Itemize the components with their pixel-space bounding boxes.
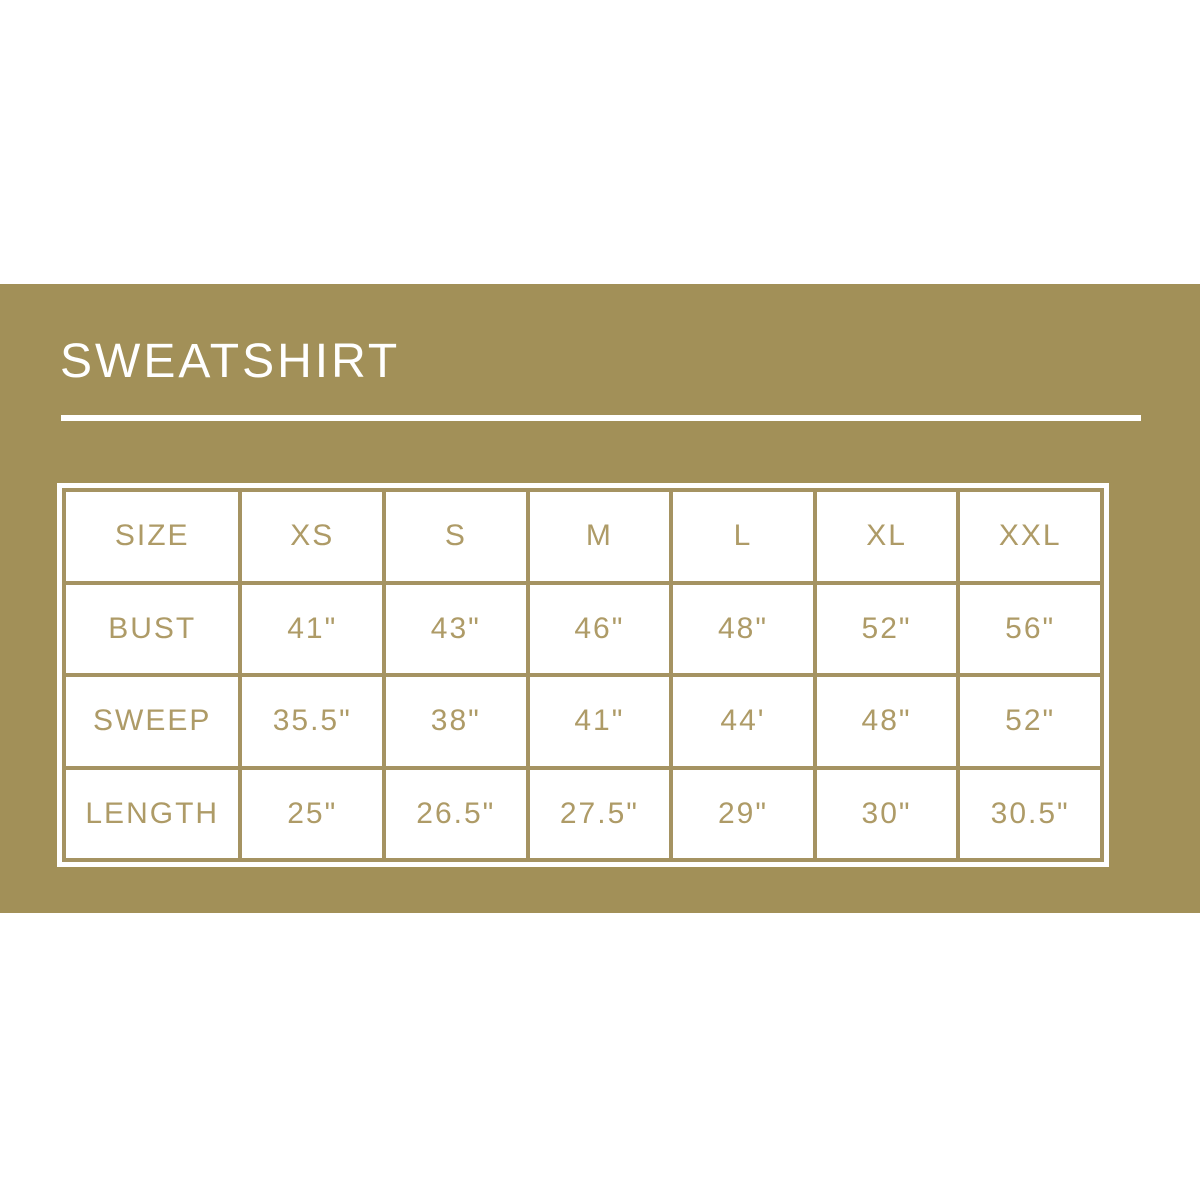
sweep-l: 44' [669,673,817,770]
size-chart-row-bust: BUST 41" 43" 46" 48" 52" 56" [61,580,1104,677]
size-chart-row-length: LENGTH 25" 26.5" 27.5" 29" 30" 30.5" [61,765,1104,862]
sweep-xl: 48" [812,673,961,770]
header-cell-xl: XL [812,488,961,585]
length-xxl: 30.5" [956,765,1104,862]
page-title: SWEATSHIRT [60,335,401,388]
row-label-length: LENGTH [61,765,243,862]
title-underline [61,415,1141,421]
row-label-bust: BUST [61,580,243,677]
bust-l: 48" [669,580,817,677]
header-cell-size: SIZE [61,488,243,585]
header-cell-s: S [382,488,530,585]
size-chart-header-row: SIZE XS S M L XL XXL [61,488,1104,585]
size-chart-row-sweep: SWEEP 35.5" 38" 41" 44' 48" 52" [61,673,1104,770]
length-xl: 30" [812,765,961,862]
sweep-m: 41" [525,673,674,770]
sweep-s: 38" [382,673,530,770]
size-chart: SIZE XS S M L XL XXL BUST 41" 43" 46" 48… [57,483,1109,867]
bust-m: 46" [525,580,674,677]
length-m: 27.5" [525,765,674,862]
header-cell-xs: XS [238,488,387,585]
row-label-sweep: SWEEP [61,673,243,770]
header-cell-xxl: XXL [956,488,1104,585]
bust-xxl: 56" [956,580,1104,677]
sweep-xs: 35.5" [238,673,387,770]
length-s: 26.5" [382,765,530,862]
size-chart-table: SIZE XS S M L XL XXL BUST 41" 43" 46" 48… [61,488,1104,862]
header-cell-l: L [669,488,817,585]
header-cell-m: M [525,488,674,585]
length-l: 29" [669,765,817,862]
length-xs: 25" [238,765,387,862]
sweep-xxl: 52" [956,673,1104,770]
bust-xl: 52" [812,580,961,677]
bust-s: 43" [382,580,530,677]
bust-xs: 41" [238,580,387,677]
